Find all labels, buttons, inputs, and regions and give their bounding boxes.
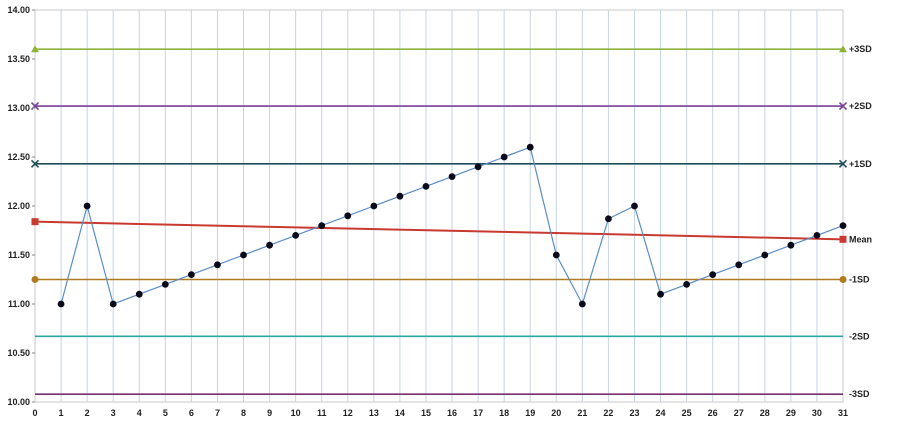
x-tick-label-26: 26	[708, 408, 718, 418]
ref-marker-start-minus1sd	[31, 276, 39, 283]
data-point-15	[422, 183, 430, 190]
data-point-21	[578, 300, 586, 308]
x-tick-label-5: 5	[163, 408, 168, 418]
x-tick-label-21: 21	[577, 408, 587, 418]
ref-marker-start-mean	[31, 218, 39, 226]
data-point-28	[761, 251, 769, 259]
ref-marker-start-plus1sd	[30, 159, 40, 168]
data-point-5	[161, 281, 169, 288]
data-point-4	[135, 290, 143, 298]
ref-marker-end-plus2sd	[838, 101, 848, 111]
ref-label-minus2sd: -2SD	[849, 331, 870, 341]
data-point-11	[318, 222, 326, 230]
ref-marker-start-plus3sd	[31, 45, 39, 53]
ref-label-mean: Mean	[849, 234, 872, 244]
ref-marker-end-minus1sd	[839, 276, 847, 283]
ref-marker-end-plus1sd	[838, 159, 848, 168]
x-tick-label-6: 6	[189, 408, 194, 418]
ref-label-plus1sd: +1SD	[849, 159, 872, 169]
y-tick-label-6: 13.00	[7, 103, 30, 113]
x-tick-label-25: 25	[682, 408, 692, 418]
x-tick-label-19: 19	[525, 408, 535, 418]
x-tick-label-23: 23	[629, 408, 639, 418]
x-axis: 0 1 2 3 4 5 6 7 8 9 10 11 12 13 14 15 16 17 18 19 20 21 22 23 24…	[32, 408, 848, 418]
reference-lines	[30, 45, 848, 395]
data-point-9	[266, 241, 273, 249]
data-point-19	[526, 143, 534, 151]
data-point-22	[605, 215, 612, 223]
x-tick-label-22: 22	[603, 408, 613, 418]
x-tick-label-4: 4	[137, 408, 142, 418]
data-point-16	[448, 173, 456, 181]
x-tick-label-18: 18	[499, 408, 509, 418]
sd-labels: +3SD +2SD +1SD Mean -1SD -2SD -3SD	[849, 44, 872, 399]
ref-marker-end-mean	[839, 235, 847, 243]
ref-label-minus1sd: -1SD	[849, 275, 870, 285]
data-point-31	[839, 222, 847, 230]
x-tick-label-20: 20	[551, 408, 561, 418]
y-tick-label-0: 10.00	[7, 397, 30, 407]
y-axis: 10.00 10.50 11.00 11.50 12.00 12.50 13.00 13.50…	[7, 5, 35, 407]
x-tick-label-29: 29	[786, 408, 796, 418]
ref-line-mean	[34, 220, 844, 241]
data-point-27	[735, 261, 743, 269]
y-tick-label-2: 11.00	[8, 299, 30, 309]
data-point-25	[683, 281, 691, 288]
data-point-29	[787, 241, 795, 249]
data-point-20	[552, 251, 560, 259]
x-tick-label-7: 7	[215, 408, 220, 418]
x-tick-label-28: 28	[760, 408, 770, 418]
data-point-7	[214, 261, 221, 269]
data-point-26	[709, 271, 717, 278]
y-tick-label-4: 12.00	[7, 201, 30, 211]
data-point-30	[813, 232, 821, 239]
series-group	[57, 143, 847, 308]
x-tick-label-9: 9	[267, 408, 272, 418]
y-tick-label-1: 10.50	[7, 348, 30, 358]
x-tick-label-2: 2	[85, 408, 90, 418]
data-point-23	[631, 202, 638, 210]
x-tick-label-27: 27	[734, 408, 744, 418]
data-point-18	[500, 153, 508, 161]
x-tick-label-0: 0	[32, 408, 37, 418]
x-tick-label-10: 10	[291, 408, 301, 418]
ref-marker-end-plus3sd	[839, 45, 847, 53]
x-tick-label-11: 11	[317, 408, 327, 418]
x-tick-label-31: 31	[838, 408, 848, 418]
plot-area	[34, 9, 844, 403]
x-tick-label-14: 14	[395, 408, 405, 418]
data-point-17	[474, 163, 482, 171]
x-tick-label-12: 12	[343, 408, 353, 418]
x-tick-label-17: 17	[473, 408, 483, 418]
data-point-12	[344, 212, 352, 220]
ref-label-plus2sd: +2SD	[849, 101, 872, 111]
data-point-14	[396, 192, 404, 200]
y-tick-label-7: 13.50	[7, 54, 30, 64]
data-point-1	[57, 300, 65, 308]
ref-label-minus3sd: -3SD	[849, 389, 870, 399]
x-tick-label-16: 16	[447, 408, 457, 418]
data-point-2	[83, 202, 91, 210]
y-tick-label-5: 12.50	[7, 152, 30, 162]
x-tick-label-15: 15	[421, 408, 431, 418]
x-tick-label-30: 30	[812, 408, 822, 418]
x-tick-label-8: 8	[241, 408, 246, 418]
data-point-24	[657, 290, 664, 298]
data-point-10	[292, 232, 300, 239]
data-point-13	[370, 202, 378, 210]
x-tick-label-13: 13	[369, 408, 379, 418]
x-tick-label-3: 3	[111, 408, 116, 418]
x-tick-label-1: 1	[59, 408, 64, 418]
data-point-6	[187, 271, 195, 278]
data-point-8	[240, 251, 247, 259]
y-tick-label-3: 11.50	[8, 250, 30, 260]
x-tick-label-24: 24	[656, 408, 666, 418]
data-point-3	[109, 300, 117, 308]
y-tick-label-8: 14.00	[7, 5, 30, 15]
ref-label-plus3sd: +3SD	[849, 44, 872, 54]
